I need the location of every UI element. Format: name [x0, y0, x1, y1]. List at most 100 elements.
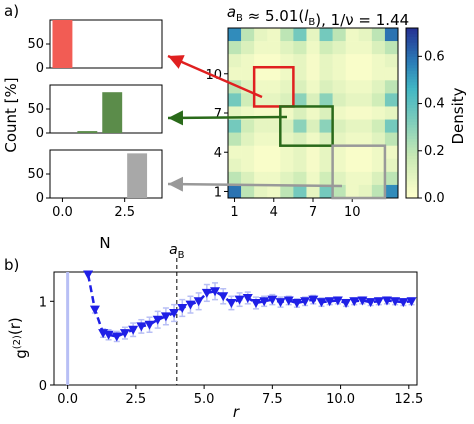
g2-marker [381, 296, 392, 306]
heatmap-cell [332, 119, 346, 133]
heatmap-cell [332, 28, 346, 42]
g2-marker [316, 298, 327, 308]
g2-marker [291, 298, 302, 308]
heatmap-cell [241, 41, 255, 55]
heatmap-cell [254, 80, 268, 94]
g2-marker [144, 320, 155, 330]
g2-marker [250, 298, 261, 308]
hist-red-bar [52, 20, 73, 68]
heatmap-cell [267, 184, 281, 199]
heatmap-cell [280, 67, 294, 81]
heatmap-cell [371, 132, 386, 146]
colorbar-step [406, 90, 418, 94]
histogram-panels: 0 50 0 50 0 50 0.0 2.5 [27, 19, 163, 220]
heatmap-cell [371, 158, 386, 173]
heatmap-cell [254, 171, 268, 186]
heatmap-ytick-label: 1 [214, 185, 222, 200]
heatmap-cell [384, 158, 399, 173]
heatmap-cell [293, 67, 307, 81]
heatmap-cell [280, 184, 294, 199]
heatmap-cell [228, 145, 242, 160]
colorbar-step [406, 104, 418, 108]
heatmap-cell [280, 171, 294, 186]
heatmap-cell [371, 93, 386, 107]
colorbar-step [406, 155, 418, 159]
heatmap-cell [319, 106, 333, 120]
heatmap-cell [306, 158, 320, 173]
heatmap-cell [228, 119, 242, 133]
g2-marker [89, 305, 100, 315]
g2-ytick-label: 1 [39, 295, 47, 310]
heatmap-cell [358, 41, 373, 55]
heatmap-cell [254, 184, 268, 199]
heatmap-cell [267, 80, 281, 94]
heatmap-ytick-label: 4 [214, 146, 222, 161]
colorbar-step [406, 79, 418, 83]
heatmap-cell [280, 132, 294, 146]
heatmap-cell [319, 41, 333, 55]
colorbar-step [406, 141, 418, 145]
heatmap-cell [306, 80, 320, 94]
hist-ytick-label: 0 [36, 126, 44, 141]
heatmap-cell [267, 145, 281, 160]
heatmap-cell [280, 145, 294, 160]
heatmap-cell [228, 41, 242, 55]
colorbar-step [406, 161, 418, 165]
colorbar-step [406, 107, 418, 111]
heatmap-cell [228, 158, 242, 173]
heatmap-cell [228, 93, 242, 107]
heatmap-cell [319, 184, 333, 199]
heatmap-cell [241, 145, 255, 160]
region-arrows [167, 54, 343, 192]
heatmap-cell [306, 93, 320, 107]
colorbar-step [406, 164, 418, 168]
colorbar-step [406, 98, 418, 103]
heatmap-cell [358, 171, 373, 186]
colorbar-step [406, 183, 418, 188]
heatmap-cell [384, 67, 399, 81]
heatmap-cell [319, 80, 333, 94]
colorbar-step [406, 152, 418, 156]
heatmap-cell [293, 106, 307, 120]
colorbar-step [406, 110, 418, 114]
heatmap-cell [293, 158, 307, 173]
colorbar-step [406, 175, 418, 179]
heatmap-cell [332, 80, 346, 94]
heatmap-xtick-label: 7 [309, 205, 317, 220]
colorbar-step [406, 64, 418, 69]
heatmap-cell [306, 171, 320, 186]
heatmap-cell [319, 93, 333, 107]
heatmap-cell [241, 67, 255, 81]
g2-marker [193, 297, 204, 307]
arrow-gray [167, 176, 343, 192]
hist-ytick-label: 0 [36, 61, 44, 76]
heatmap-cell [241, 132, 255, 146]
heatmap-cell [267, 158, 281, 173]
heatmap-cell [267, 93, 281, 107]
heatmap-cell [228, 67, 242, 81]
heatmap-cell [280, 119, 294, 133]
g2-vline-label: aB [169, 242, 185, 261]
heatmap-cell [371, 54, 386, 68]
heatmap-cell [228, 28, 242, 42]
heatmap-cell [384, 54, 399, 68]
g2-marker [160, 312, 171, 322]
heatmap-cell [280, 93, 294, 107]
colorbar-step [406, 93, 418, 97]
heatmap-cell [371, 67, 386, 81]
g2-xtick-label: 2.5 [126, 392, 147, 407]
heatmap-cell [228, 171, 242, 186]
colorbar-step [406, 42, 418, 46]
heatmap-cell [267, 119, 281, 133]
colorbar-step [406, 158, 418, 162]
heatmap-cell [319, 119, 333, 133]
g2-marker [177, 303, 188, 313]
heatmap-cell [241, 119, 255, 133]
g2-xtick-label: 5.0 [194, 392, 215, 407]
g2-marker [128, 325, 139, 335]
colorbar-step [406, 70, 418, 74]
g2-xtick-label: 10.0 [326, 392, 355, 407]
colorbar-step [406, 144, 418, 148]
colorbar-step [406, 84, 418, 88]
colorbar-step [406, 28, 418, 32]
